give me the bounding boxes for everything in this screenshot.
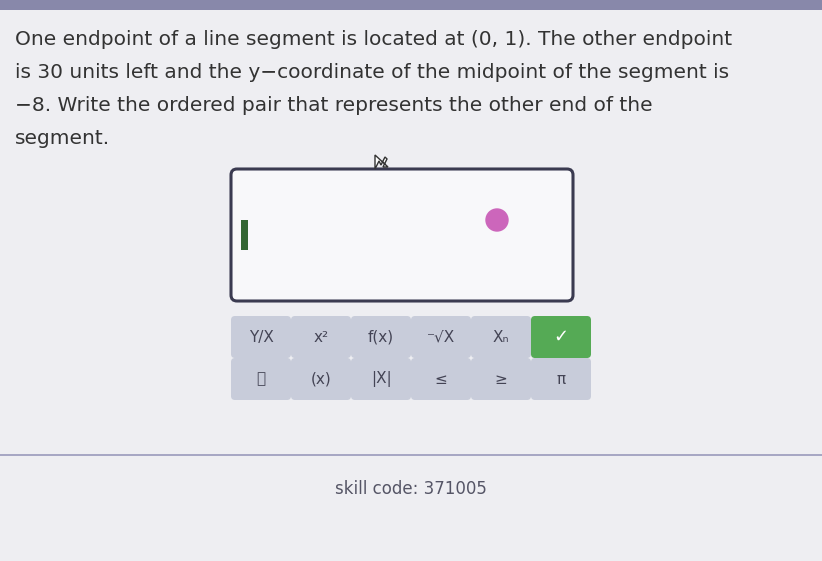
Text: (x): (x) [311, 371, 331, 387]
FancyBboxPatch shape [411, 358, 471, 400]
FancyBboxPatch shape [291, 358, 351, 400]
Text: |X|: |X| [371, 371, 391, 387]
FancyBboxPatch shape [0, 0, 822, 10]
Text: ⁻√X: ⁻√X [427, 329, 455, 344]
Text: π: π [556, 371, 566, 387]
Text: One endpoint of a line segment is located at (0, 1). The other endpoint: One endpoint of a line segment is locate… [15, 30, 732, 49]
FancyBboxPatch shape [351, 358, 411, 400]
FancyBboxPatch shape [231, 358, 291, 400]
Text: ≥: ≥ [495, 371, 507, 387]
Text: f(x): f(x) [368, 329, 394, 344]
Polygon shape [375, 155, 388, 169]
Text: is 30 units left and the y−coordinate of the midpoint of the segment is: is 30 units left and the y−coordinate of… [15, 63, 729, 82]
Text: ≤: ≤ [435, 371, 447, 387]
FancyBboxPatch shape [351, 316, 411, 358]
FancyBboxPatch shape [471, 316, 531, 358]
Text: skill code: 371005: skill code: 371005 [335, 480, 487, 498]
Text: Y/X: Y/X [248, 329, 274, 344]
Text: segment.: segment. [15, 129, 110, 148]
Text: ✓: ✓ [553, 328, 569, 346]
FancyBboxPatch shape [471, 358, 531, 400]
Text: −8. Write the ordered pair that represents the other end of the: −8. Write the ordered pair that represen… [15, 96, 653, 115]
FancyBboxPatch shape [531, 316, 591, 358]
FancyBboxPatch shape [411, 316, 471, 358]
FancyBboxPatch shape [291, 316, 351, 358]
Circle shape [486, 209, 508, 231]
FancyBboxPatch shape [231, 316, 291, 358]
Text: ⛮: ⛮ [256, 371, 266, 387]
Text: Xₙ: Xₙ [492, 329, 510, 344]
Text: x²: x² [313, 329, 329, 344]
FancyBboxPatch shape [231, 169, 573, 301]
FancyBboxPatch shape [241, 220, 248, 250]
FancyBboxPatch shape [531, 358, 591, 400]
